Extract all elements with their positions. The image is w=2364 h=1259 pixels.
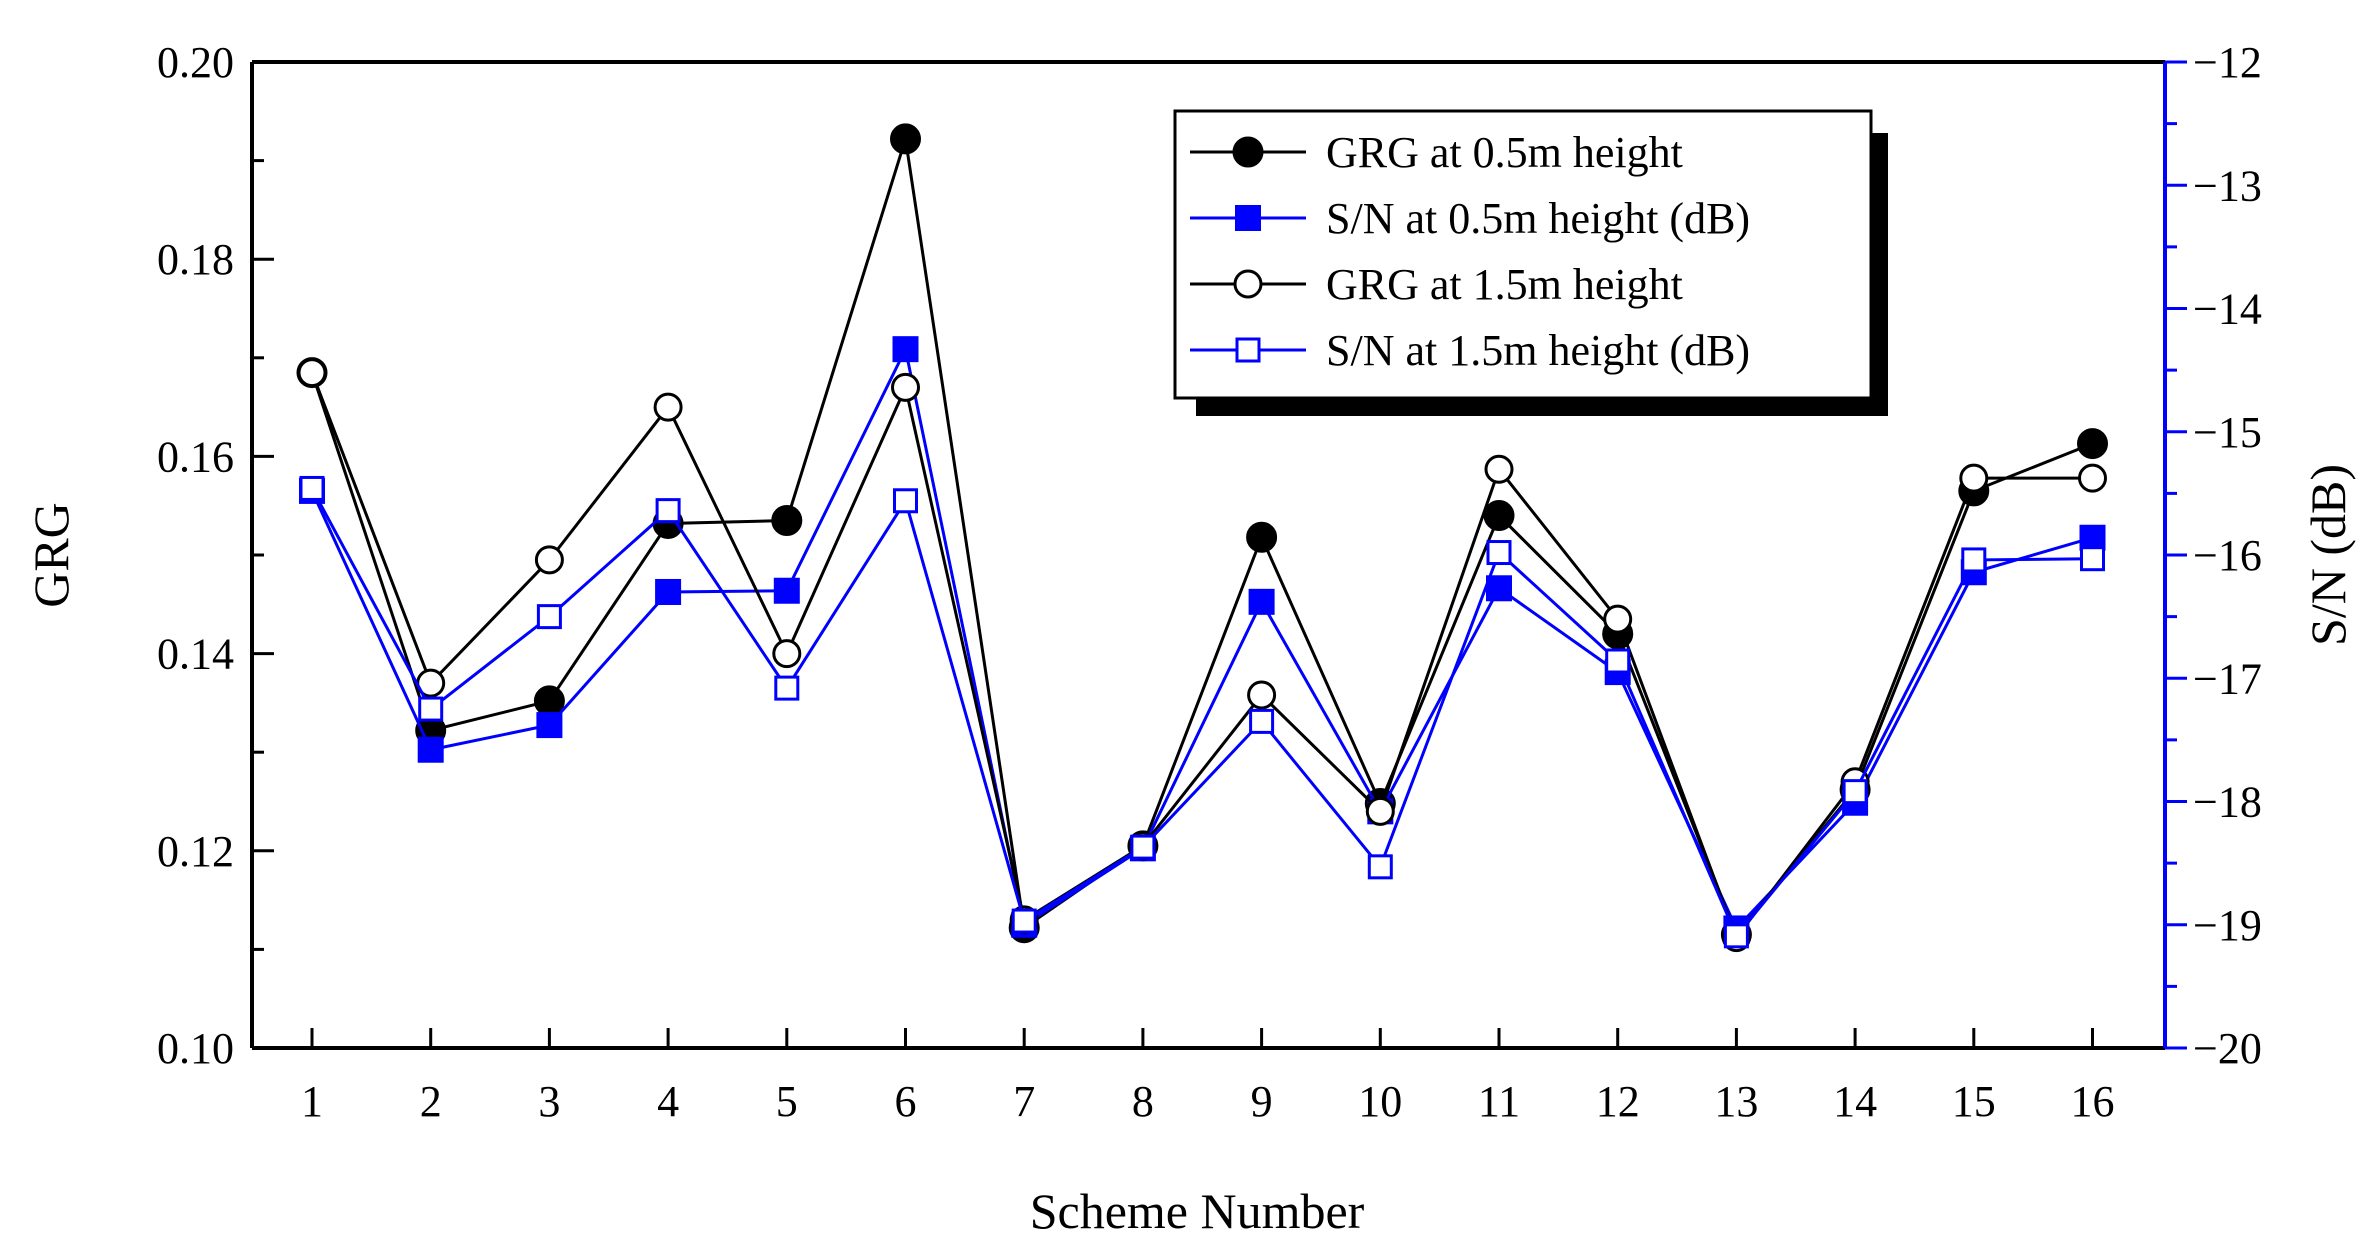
data-point xyxy=(536,604,562,630)
right-tick-label: −16 xyxy=(2193,531,2262,580)
x-tick-label: 6 xyxy=(895,1077,917,1126)
x-tick-label: 10 xyxy=(1358,1077,1402,1126)
legend-marker xyxy=(1232,136,1264,168)
right-tick-label: −13 xyxy=(2193,161,2262,210)
x-tick-label: 7 xyxy=(1013,1077,1035,1126)
data-point xyxy=(655,578,682,605)
data-point xyxy=(1247,680,1277,710)
right-axis-ticks: −20 −19 −18 −17 −16 −15 −14 −13 −12 xyxy=(2165,38,2262,1073)
data-point xyxy=(1483,500,1515,532)
legend-entry: GRG at 1.5m height xyxy=(1190,260,1683,309)
left-tick-label: 0.10 xyxy=(157,1024,234,1073)
series-layer xyxy=(296,123,2108,953)
data-point xyxy=(299,475,325,501)
x-tick-label: 15 xyxy=(1952,1077,1996,1126)
x-tick-label: 5 xyxy=(776,1077,798,1126)
x-tick-label: 4 xyxy=(657,1077,679,1126)
series-2 xyxy=(299,336,2106,942)
left-tick-label: 0.14 xyxy=(157,630,234,679)
data-point xyxy=(1011,908,1037,934)
data-point xyxy=(1603,604,1633,634)
left-tick-label: 0.20 xyxy=(157,38,234,87)
left-tick-label: 0.16 xyxy=(157,432,234,481)
data-point xyxy=(774,675,800,701)
legend-label: GRG at 1.5m height xyxy=(1326,260,1683,309)
legend-label: GRG at 0.5m height xyxy=(1326,128,1683,177)
right-tick-label: −19 xyxy=(2193,901,2262,950)
x-tick-label: 1 xyxy=(301,1077,323,1126)
right-tick-label: −12 xyxy=(2193,38,2262,87)
legend-marker xyxy=(1233,269,1263,299)
series-line xyxy=(310,344,2093,932)
left-axis-title: GRG xyxy=(23,502,79,608)
data-point xyxy=(890,123,921,155)
right-tick-label: −20 xyxy=(2193,1024,2262,1073)
data-point xyxy=(1605,648,1631,674)
data-point xyxy=(655,498,681,524)
x-tick-label: 16 xyxy=(2071,1077,2115,1126)
right-tick-label: −14 xyxy=(2193,285,2262,334)
data-point xyxy=(297,358,327,388)
legend-label: S/N at 0.5m height (dB) xyxy=(1326,194,1750,243)
legend-entry: S/N at 0.5m height (dB) xyxy=(1190,194,1750,243)
data-point xyxy=(417,736,444,763)
legend: GRG at 0.5m height S/N at 0.5m height (dB… xyxy=(1173,109,1888,416)
data-point xyxy=(1486,575,1512,602)
legend-entry: GRG at 0.5m height xyxy=(1190,128,1683,177)
left-tick-label: 0.18 xyxy=(157,235,234,284)
data-point xyxy=(1249,708,1275,734)
data-point xyxy=(534,545,564,575)
data-point xyxy=(2077,428,2108,460)
series-line xyxy=(310,372,2093,941)
series-4 xyxy=(299,475,2105,949)
x-axis-title: Scheme Number xyxy=(1030,1183,1365,1239)
x-tick-label: 14 xyxy=(1833,1077,1877,1126)
x-tick-label: 13 xyxy=(1714,1077,1758,1126)
data-point xyxy=(1130,834,1156,860)
legend-label: S/N at 1.5m height (dB) xyxy=(1326,326,1750,375)
legend-entry: S/N at 1.5m height (dB) xyxy=(1190,326,1750,375)
data-point xyxy=(1723,923,1749,949)
x-tick-label: 3 xyxy=(538,1077,560,1126)
legend-marker xyxy=(1235,205,1261,231)
data-point xyxy=(771,504,803,536)
x-tick-label: 2 xyxy=(420,1077,442,1126)
right-axis-title: S/N (dB) xyxy=(2300,464,2356,646)
data-point xyxy=(653,392,683,422)
data-point xyxy=(1367,854,1393,880)
data-point xyxy=(2078,463,2107,493)
data-point xyxy=(892,336,919,363)
right-tick-label: −18 xyxy=(2193,778,2262,827)
data-point xyxy=(893,488,918,514)
data-point xyxy=(2079,524,2106,551)
right-tick-label: −15 xyxy=(2193,408,2262,457)
data-point xyxy=(2080,546,2105,572)
x-tick-label: 9 xyxy=(1251,1077,1273,1126)
x-axis-ticks: 1 2 3 4 5 6 7 8 9 10 11 12 13 14 15 16 xyxy=(301,1028,2115,1126)
x-tick-label: 12 xyxy=(1596,1077,1640,1126)
series-3 xyxy=(297,358,2107,953)
data-point xyxy=(1486,540,1512,566)
data-point xyxy=(1365,796,1395,826)
x-tick-label: 11 xyxy=(1478,1077,1520,1126)
left-tick-label: 0.12 xyxy=(157,827,234,876)
data-point xyxy=(772,639,802,669)
data-point xyxy=(1484,454,1514,484)
data-point xyxy=(1961,547,1987,573)
right-tick-label: −17 xyxy=(2193,654,2262,703)
left-axis-ticks: 0.10 0.12 0.14 0.16 0.18 0.20 xyxy=(157,38,274,1073)
data-point xyxy=(891,372,920,402)
data-point xyxy=(418,696,444,722)
data-point xyxy=(536,712,563,739)
series-line xyxy=(310,487,2093,939)
data-point xyxy=(1248,588,1275,615)
data-point xyxy=(533,685,565,717)
legend-marker xyxy=(1235,337,1261,363)
data-point xyxy=(1246,521,1278,553)
data-point xyxy=(773,577,800,604)
data-point xyxy=(1959,463,1989,493)
data-point xyxy=(1842,779,1868,805)
x-tick-label: 8 xyxy=(1132,1077,1154,1126)
